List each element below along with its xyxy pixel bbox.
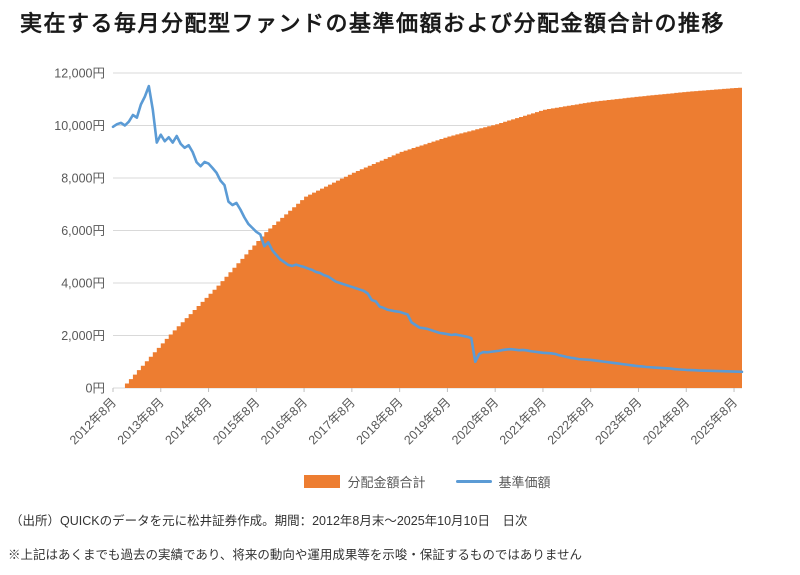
y-tick-label: 2,000円 [61,329,105,343]
x-tick-label: 2018年8月 [354,395,406,447]
y-tick-label: 0円 [86,382,105,396]
fund-chart: 0円 2,000円 4,000円 6,000円 8,000円 10,000円 12,000円… [54,67,744,447]
x-tick-label: 2016年8月 [258,395,310,447]
x-tick-label: 2017年8月 [306,395,358,447]
x-tick-label: 2023年8月 [592,395,644,447]
chart-title: 実在する毎月分配型ファンドの基準価額および分配金額合計の推移 [20,11,726,36]
x-tick-label: 2013年8月 [115,395,167,447]
disclaimer-note: ※上記はあくまでも過去の実績であり、将来の動向や運用成果等を示唆・保証するもので… [8,548,583,562]
y-tick-label: 6,000円 [61,224,105,238]
y-tick-label: 4,000円 [61,277,105,291]
x-tick-label: 2020年8月 [449,395,501,447]
x-tick-label: 2024年8月 [640,395,692,447]
y-tick-label: 8,000円 [61,172,105,186]
legend: 分配金額合計 基準価額 [113,472,742,491]
nav-line [111,84,744,374]
legend-item-nav: 基準価額 [455,472,551,491]
legend-label-distribution-total: 分配金額合計 [347,475,426,490]
distribution-total-area [113,87,742,388]
distribution-area-swatch [304,475,341,488]
x-tick-label: 2012年8月 [67,395,119,447]
legend-item-distribution-total: 分配金額合計 [304,472,426,491]
x-tick-label: 2014年8月 [163,395,215,447]
nav-line-swatch [455,479,492,484]
x-tick-label: 2021年8月 [497,395,549,447]
x-tick-label: 2025年8月 [688,395,740,447]
source-note: （出所）QUICKのデータを元に松井証券作成。期間：2012年8月末～2025年… [10,514,528,528]
y-tick-label: 12,000円 [54,67,105,81]
y-tick-label: 10,000円 [54,119,105,133]
x-tick-label: 2015年8月 [210,395,262,447]
legend-label-nav: 基準価額 [498,475,551,490]
x-tick-label: 2022年8月 [545,395,597,447]
x-tick-label: 2019年8月 [401,395,453,447]
